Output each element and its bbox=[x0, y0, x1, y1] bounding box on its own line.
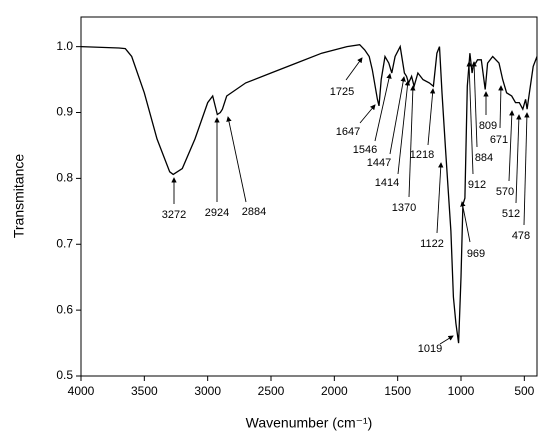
annotation-arrow bbox=[408, 85, 416, 198]
x-tick-label: 4000 bbox=[68, 384, 95, 398]
annotation-label: 1546 bbox=[353, 144, 377, 156]
annotation-label: 2924 bbox=[205, 207, 229, 219]
y-tick-label: 0.9 bbox=[56, 105, 73, 119]
x-tick-label: 1000 bbox=[448, 384, 475, 398]
annotation-label: 671 bbox=[490, 134, 508, 146]
annotation-arrow bbox=[471, 61, 478, 148]
annotation-label: 1414 bbox=[375, 177, 399, 189]
annotation-label: 912 bbox=[468, 179, 486, 191]
y-tick-label: 0.8 bbox=[56, 171, 73, 185]
annotation-arrow bbox=[345, 57, 363, 81]
y-axis-label: Transmitance bbox=[11, 154, 27, 239]
annotation-arrow bbox=[508, 110, 515, 182]
annotation-arrow bbox=[374, 73, 392, 142]
x-tick-label: 2000 bbox=[321, 384, 348, 398]
annotation-label: 570 bbox=[496, 186, 514, 198]
y-tick-label: 1.0 bbox=[56, 39, 73, 53]
annotation-arrow bbox=[436, 162, 444, 234]
annotation-label: 1122 bbox=[420, 238, 444, 250]
annotation-label: 884 bbox=[475, 152, 493, 164]
annotation-label: 809 bbox=[479, 120, 497, 132]
y-tick-label: 0.6 bbox=[56, 302, 73, 316]
annotation-label: 1218 bbox=[410, 149, 434, 161]
annotation-arrow bbox=[389, 76, 406, 155]
annotation-arrow bbox=[397, 80, 411, 175]
x-tick-label: 3000 bbox=[194, 384, 221, 398]
annotation-label: 1019 bbox=[418, 343, 442, 355]
annotation-label: 1647 bbox=[336, 126, 360, 138]
annotation-label: 512 bbox=[502, 208, 520, 220]
x-tick-label: 500 bbox=[514, 384, 534, 398]
annotation-arrow bbox=[427, 88, 436, 146]
annotation-arrow bbox=[460, 201, 471, 243]
x-tick-label: 2500 bbox=[258, 384, 285, 398]
annotation-label: 1447 bbox=[367, 157, 391, 169]
annotation-arrow bbox=[226, 116, 247, 203]
plot-frame bbox=[80, 16, 538, 377]
annotation-label: 1370 bbox=[392, 202, 416, 214]
annotation-arrow bbox=[359, 104, 376, 124]
annotation-arrow bbox=[515, 114, 522, 204]
x-axis-label: Wavenumber (cm⁻¹) bbox=[246, 415, 373, 431]
annotation-label: 478 bbox=[512, 230, 530, 242]
y-tick-label: 0.7 bbox=[56, 236, 73, 250]
annotation-arrow bbox=[498, 85, 504, 129]
x-tick-label: 3500 bbox=[131, 384, 158, 398]
annotation-label: 1725 bbox=[330, 86, 354, 98]
annotation-label: 969 bbox=[467, 248, 485, 260]
y-tick-label: 0.5 bbox=[56, 368, 73, 382]
annotation-arrow bbox=[466, 61, 474, 175]
annotation-label: 2884 bbox=[242, 206, 266, 218]
annotation-arrow bbox=[523, 112, 530, 226]
spectrum-line bbox=[80, 44, 538, 344]
annotation-label: 3272 bbox=[162, 209, 186, 221]
x-tick-label: 1500 bbox=[384, 384, 411, 398]
annotation-arrow bbox=[439, 335, 454, 345]
